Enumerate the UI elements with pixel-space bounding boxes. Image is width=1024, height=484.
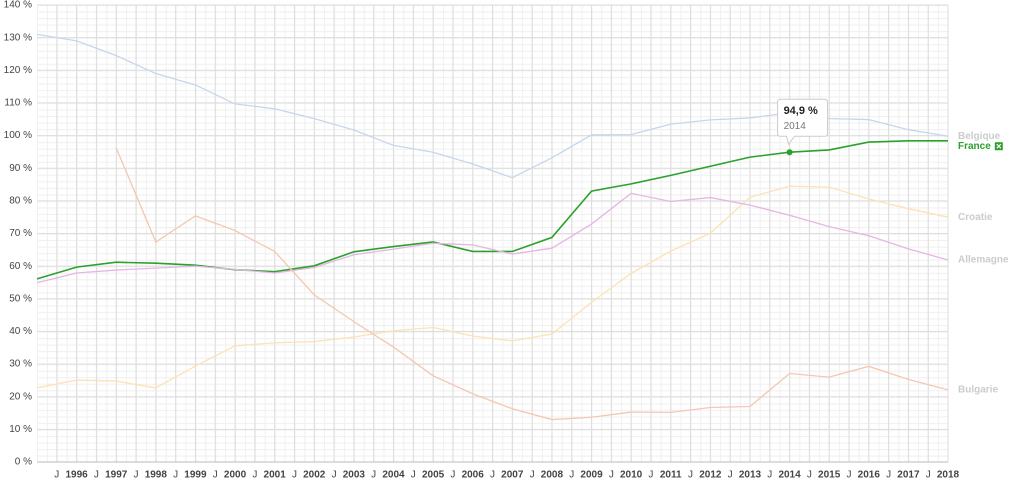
y-tick-label: 90 % (9, 163, 32, 174)
legend-item[interactable]: Allemagne (958, 255, 1009, 266)
x-tick-label: J (728, 470, 733, 481)
x-tick-label: J (648, 470, 653, 481)
x-tick-label: 1998 (145, 470, 168, 481)
tooltip-value: 94,9 % (784, 105, 818, 117)
x-tick-label: 2007 (501, 470, 524, 481)
y-tick-label: 0 % (15, 457, 32, 468)
x-tick-label: 2010 (620, 470, 643, 481)
x-tick-label: 1997 (105, 470, 128, 481)
x-tick-label: 2008 (541, 470, 564, 481)
x-tick-label: 2014 (778, 470, 801, 481)
x-tick-label: 2017 (897, 470, 920, 481)
x-tick-label: J (886, 470, 891, 481)
x-tick-label: 2003 (343, 470, 366, 481)
x-tick-label: J (767, 470, 772, 481)
y-tick-label: 30 % (9, 359, 32, 370)
x-tick-label: J (173, 470, 178, 481)
x-tick-label: 2013 (739, 470, 762, 481)
x-tick-label: J (609, 470, 614, 481)
x-tick-label: J (54, 470, 59, 481)
x-tick-label: J (292, 470, 297, 481)
x-tick-label: J (688, 470, 693, 481)
tooltip-box (777, 98, 829, 146)
legend-label[interactable]: Belgique (958, 131, 1001, 142)
checkbox-cross (996, 143, 1002, 149)
y-tick-label: 10 % (9, 424, 32, 435)
y-tick-label: 130 % (4, 32, 32, 43)
x-tick-label: J (846, 470, 851, 481)
y-tick-label: 60 % (9, 261, 32, 272)
x-tick-label: 2018 (937, 470, 960, 481)
x-tick-label: 2005 (422, 470, 445, 481)
x-tick-label: J (926, 470, 931, 481)
x-tick-label: 2006 (462, 470, 485, 481)
x-tick-label: J (213, 470, 218, 481)
series-line (115, 147, 949, 421)
x-tick-label: J (490, 470, 495, 481)
series-line (36, 192, 949, 284)
x-tick-label: J (450, 470, 455, 481)
y-tick-label: 70 % (9, 228, 32, 239)
legend-item[interactable]: Bulgarie (958, 384, 998, 395)
x-tick-label: J (94, 470, 99, 481)
y-tick-label: 40 % (9, 326, 32, 337)
y-tick-label: 100 % (4, 130, 32, 141)
legend-label[interactable]: France (958, 141, 991, 152)
y-tick-label: 50 % (9, 293, 32, 304)
x-tick-label: J (530, 470, 535, 481)
legend-item[interactable]: Belgique (958, 131, 1001, 142)
y-tick-label: 140 % (4, 0, 32, 11)
y-tick-label: 20 % (9, 391, 32, 402)
x-tick-label: 1999 (184, 470, 207, 481)
legend-item[interactable]: France (958, 141, 1003, 152)
legend-item[interactable]: Croatie (958, 212, 993, 223)
highlight-point (786, 149, 793, 156)
y-tick-label: 110 % (4, 98, 32, 109)
x-tick-label: 2001 (264, 470, 287, 481)
y-tick-label: 80 % (9, 195, 32, 206)
x-tick-label: 2009 (580, 470, 603, 481)
x-tick-label: 2012 (699, 470, 722, 481)
x-tick-label: 2000 (224, 470, 247, 481)
x-tick-label: J (807, 470, 812, 481)
legend-label[interactable]: Croatie (958, 212, 993, 223)
tooltip-x: 2014 (784, 121, 807, 132)
x-tick-label: J (252, 470, 257, 481)
x-tick-label: J (569, 470, 574, 481)
series-line (36, 185, 949, 389)
x-tick-label: J (134, 470, 139, 481)
x-tick-label: 1996 (65, 470, 88, 481)
legend-label[interactable]: Bulgarie (958, 384, 998, 395)
series-line (36, 139, 948, 280)
y-tick-label: 120 % (4, 65, 32, 76)
x-tick-label: 2011 (660, 470, 682, 481)
x-tick-label: J (411, 470, 416, 481)
x-tick-label: 2015 (818, 470, 841, 481)
x-tick-label: 2002 (303, 470, 326, 481)
x-tick-label: J (371, 470, 376, 481)
x-tick-label: 2016 (858, 470, 881, 481)
x-tick-label: 2004 (382, 470, 405, 481)
x-tick-label: J (332, 470, 337, 481)
legend-label[interactable]: Allemagne (958, 255, 1009, 266)
